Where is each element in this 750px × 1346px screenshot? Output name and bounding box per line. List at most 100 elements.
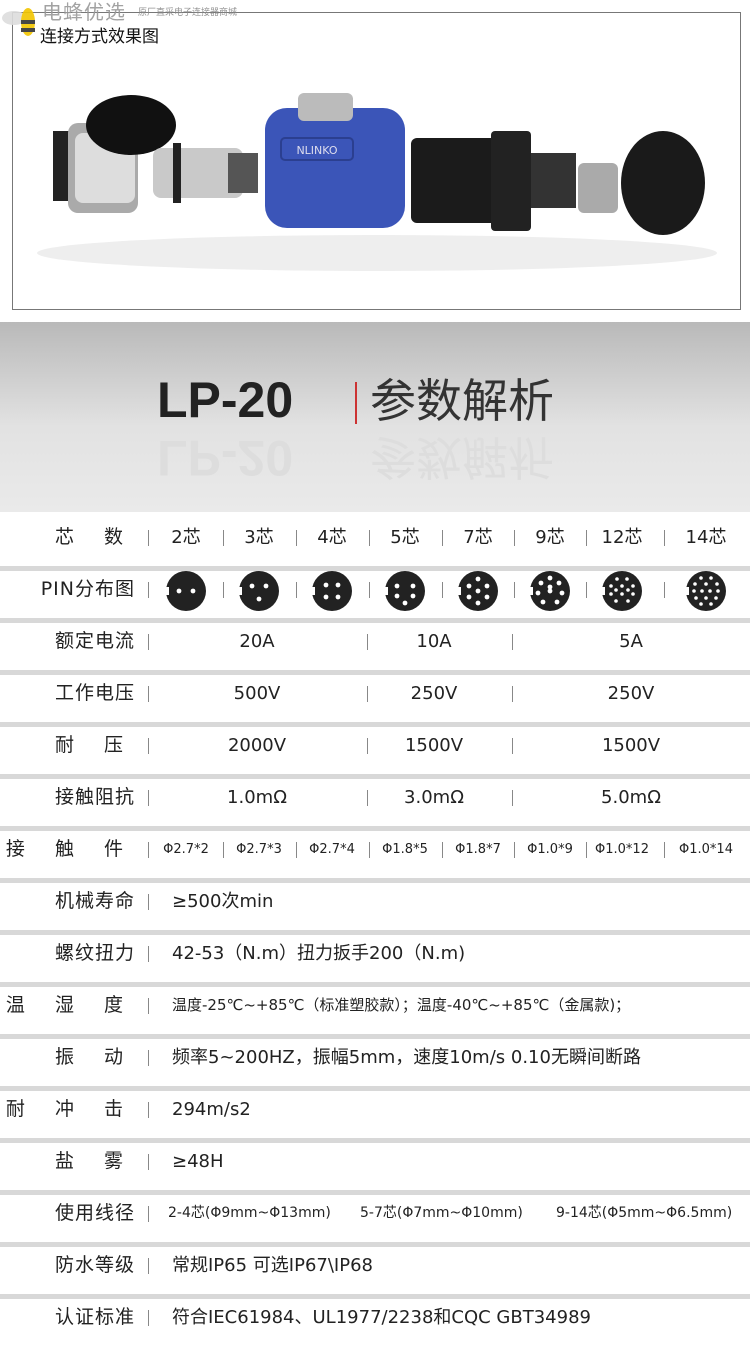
- column-separator: [367, 634, 368, 650]
- pin-dot: [554, 599, 560, 605]
- column-separator: [367, 686, 368, 702]
- row-divider: [0, 722, 750, 727]
- row-value: ≥48H: [172, 1151, 224, 1172]
- column-separator: [664, 582, 665, 598]
- row-value: 符合IEC61984、UL1977/2238和CQC GBT34989: [172, 1307, 591, 1328]
- title-divider: [355, 382, 357, 424]
- pin-dot: [263, 583, 269, 589]
- pin-dot: [715, 582, 719, 586]
- row-label: 工作电压: [54, 682, 135, 704]
- column-separator: [664, 842, 665, 858]
- pin-dot: [176, 588, 182, 594]
- row-cell: 250V: [410, 683, 458, 704]
- spec-row: 螺纹扭力 42-53（N.m）扭力扳手200（N.m): [0, 930, 750, 987]
- pin-dot: [323, 582, 329, 588]
- row-value: 2-4芯(Φ9mm~Φ13mm): [168, 1205, 331, 1221]
- pin-dot: [716, 589, 720, 593]
- column-separator: [512, 738, 513, 754]
- pin-dot: [547, 588, 553, 594]
- row-value: 42-53（N.m）扭力扳手200（N.m): [172, 943, 466, 964]
- column-separator: [148, 998, 149, 1014]
- row-label: 防水等级: [54, 1254, 135, 1276]
- row-cell: Φ2.7*2: [163, 842, 209, 857]
- pin-dot: [709, 576, 713, 580]
- pin-dot: [694, 596, 698, 600]
- row-divider: [0, 1242, 750, 1247]
- pin-dot: [614, 588, 618, 592]
- pin-dot: [609, 592, 613, 596]
- spec-row: 认证标准 符合IEC61984、UL1977/2238和CQC GBT34989: [0, 1294, 750, 1346]
- pin-dot: [475, 576, 481, 582]
- row-cell: 5芯: [390, 527, 420, 548]
- row-divider: [0, 1138, 750, 1143]
- row-cell: 1500V: [404, 735, 464, 756]
- row-cell: Φ1.8*5: [382, 842, 428, 857]
- column-separator: [295, 842, 297, 858]
- column-separator: [368, 842, 370, 858]
- pin-dot: [626, 599, 630, 603]
- row-cell: 9芯: [535, 527, 565, 548]
- column-separator: [148, 1102, 149, 1118]
- row-divider: [0, 774, 750, 779]
- pin-dot: [466, 583, 472, 589]
- column-separator: [148, 530, 149, 546]
- row-divider: [0, 982, 750, 987]
- pin-dot: [538, 580, 544, 586]
- pin-dot: [620, 592, 624, 596]
- column-separator: [514, 530, 515, 546]
- column-separator: [222, 582, 224, 598]
- pin-dot: [615, 577, 619, 581]
- logo-text: 电蜂优选: [42, 0, 126, 24]
- pin-dot: [708, 589, 712, 593]
- column-separator: [148, 686, 149, 702]
- row-divider: [0, 878, 750, 883]
- pin-dot: [475, 588, 481, 594]
- row-cell: 5.0mΩ: [601, 787, 661, 808]
- pin-dot: [614, 599, 618, 603]
- row-label: 认证标准: [54, 1306, 135, 1328]
- column-separator: [222, 530, 224, 546]
- column-separator: [664, 530, 665, 546]
- pin-dot: [484, 583, 490, 589]
- column-separator: [367, 790, 368, 806]
- pin-dot: [626, 588, 630, 592]
- row-divider: [0, 1034, 750, 1039]
- spec-row: 防水等级 常规IP65 可选IP67\IP68: [0, 1242, 750, 1299]
- spec-row: 接触阻抗 1.0mΩ 3.0mΩ 5.0mΩ: [0, 774, 750, 831]
- pin-dot: [693, 582, 697, 586]
- pin-layout-5-icon: [384, 571, 425, 611]
- spec-row: 额定电流 20A 10A 5A: [0, 618, 750, 675]
- photo-caption: 连接方式效果图: [38, 27, 161, 47]
- pin-dot: [190, 588, 196, 594]
- column-separator: [514, 582, 515, 598]
- logo-subtitle: 原厂直采电子连接器商城: [138, 8, 238, 18]
- row-value: 9-14芯(Φ5mm~Φ6.5mm): [556, 1205, 733, 1221]
- row-divider: [0, 1294, 750, 1299]
- pin-layout-9-icon: [529, 571, 570, 611]
- spec-row: 耐 冲 击 294m/s2: [0, 1086, 750, 1143]
- row-label: 使用线径: [54, 1202, 135, 1224]
- spec-row: 工作电压 500V 250V 250V: [0, 670, 750, 727]
- row-label: 振 动: [54, 1046, 135, 1068]
- row-value: 5-7芯(Φ7mm~Φ10mm): [360, 1205, 523, 1221]
- column-separator: [295, 582, 297, 598]
- pin-dot: [704, 596, 708, 600]
- row-cell: 14芯: [685, 527, 727, 548]
- row-divider: [0, 826, 750, 831]
- pin-dot: [699, 576, 703, 580]
- row-cell: 2000V: [227, 735, 287, 756]
- section-title-reflection: 参数解析: [370, 430, 554, 484]
- column-separator: [148, 634, 149, 650]
- row-cell: 2芯: [171, 527, 201, 548]
- row-divider: [0, 1190, 750, 1195]
- column-separator: [148, 1206, 149, 1222]
- column-separator: [368, 582, 370, 598]
- spec-row: 温 湿 度 温度-25℃~+85℃（标准塑胶款）；温度-40℃~+85℃（金属款)…: [0, 982, 750, 1039]
- product-mark: NLINKO: [296, 144, 337, 157]
- row-label: 盐 雾: [54, 1150, 135, 1172]
- column-separator: [586, 842, 587, 858]
- row-divider: [0, 670, 750, 675]
- row-value: 294m/s2: [172, 1099, 251, 1120]
- pin-dot: [609, 584, 613, 588]
- pin-dot: [475, 600, 481, 606]
